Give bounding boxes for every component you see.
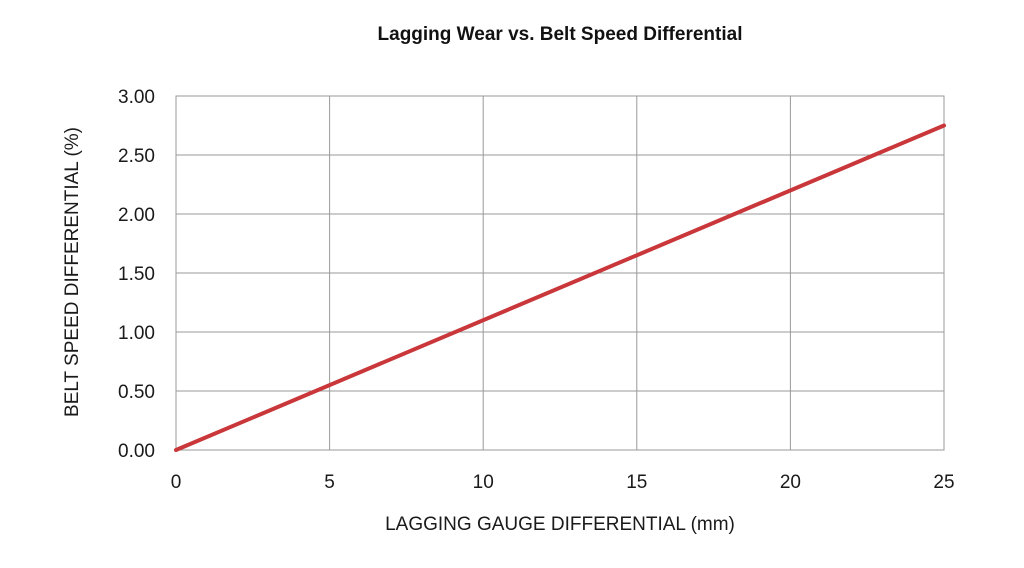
x-tick-label: 15 <box>626 472 647 493</box>
y-tick-label: 0.00 <box>118 441 155 462</box>
y-tick-label: 0.50 <box>118 382 155 403</box>
y-tick-label: 2.50 <box>118 146 155 167</box>
y-tick-label: 2.00 <box>118 205 155 226</box>
grid-lines <box>175 95 945 451</box>
y-tick-label: 3.00 <box>118 87 155 108</box>
series-line-0 <box>174 123 946 452</box>
y-tick-label: 1.00 <box>118 323 155 344</box>
y-tick-label: 1.50 <box>118 264 155 285</box>
x-tick-label: 5 <box>324 472 335 493</box>
y-axis-label: BELT SPEED DIFFERENTIAL (%) <box>62 127 83 417</box>
x-axis-ticks: 0 5 10 15 20 25 <box>171 472 955 493</box>
x-tick-label: 10 <box>473 472 494 493</box>
chart-title: Lagging Wear vs. Belt Speed Differential <box>378 24 743 45</box>
y-axis-ticks: 0.00 0.50 1.00 1.50 2.00 2.50 3.00 <box>118 87 155 462</box>
x-tick-label: 20 <box>780 472 801 493</box>
x-tick-label: 25 <box>933 472 954 493</box>
series-layer <box>174 123 946 452</box>
plot-area-border <box>175 95 945 451</box>
x-tick-label: 0 <box>171 472 182 493</box>
x-axis-label: LAGGING GAUGE DIFFERENTIAL (mm) <box>385 514 735 535</box>
